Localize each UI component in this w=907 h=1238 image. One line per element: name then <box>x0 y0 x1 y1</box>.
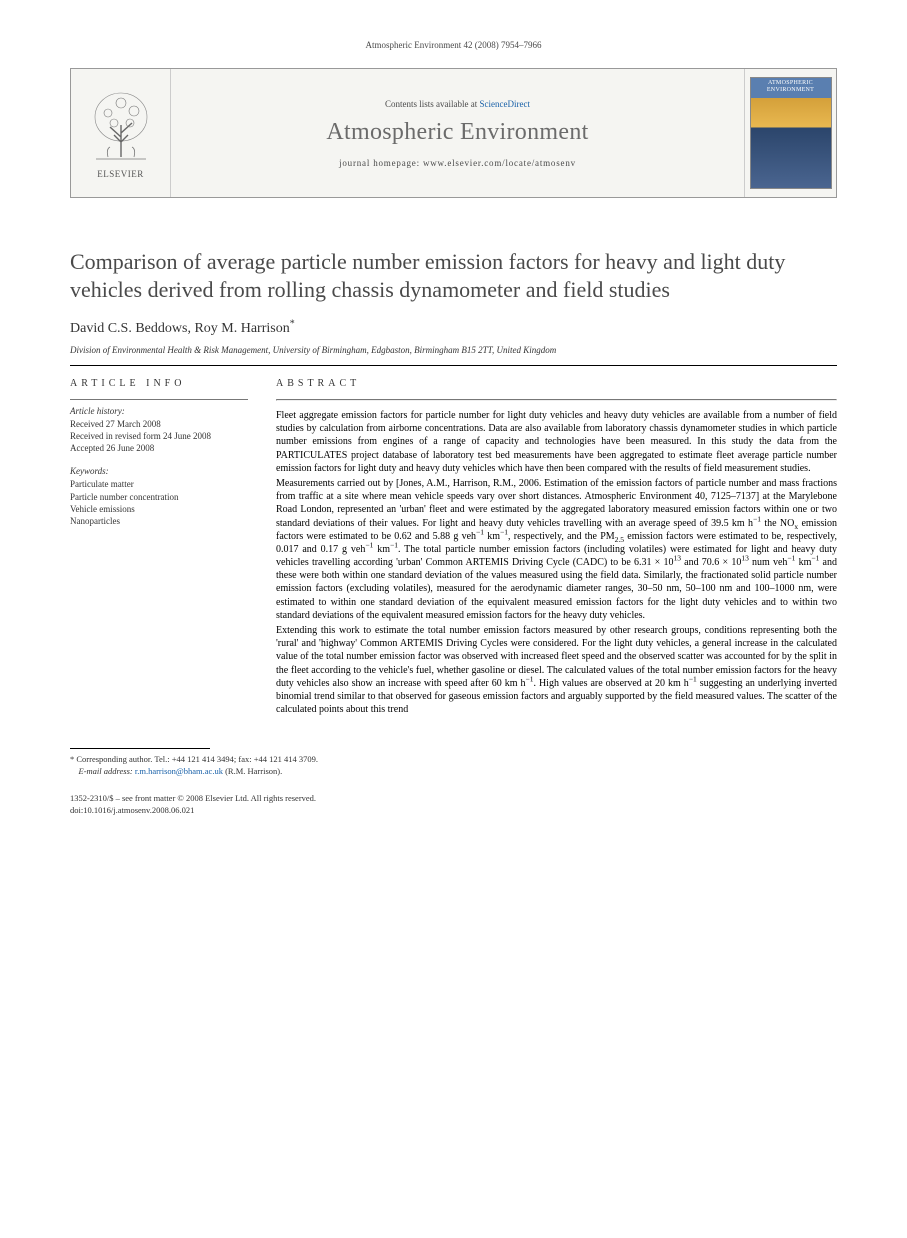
sub: 2.5 <box>615 535 624 544</box>
abstract-p3: Extending this work to estimate the tota… <box>276 624 837 716</box>
abstract-p1: Fleet aggregate emission factors for par… <box>276 409 837 475</box>
article-title: Comparison of average particle number em… <box>70 248 837 303</box>
sup: −1 <box>476 527 484 536</box>
t: the NO <box>761 518 794 529</box>
footnote-divider <box>70 748 210 749</box>
keywords-block: Keywords: Particulate matter Particle nu… <box>70 466 248 527</box>
author-names: David C.S. Beddows, Roy M. Harrison <box>70 321 290 336</box>
t: num veh <box>749 557 788 568</box>
history-revised: Received in revised form 24 June 2008 <box>70 430 248 442</box>
homepage-prefix: journal homepage: <box>339 158 423 168</box>
abstract-column: ABSTRACT Fleet aggregate emission factor… <box>276 378 837 718</box>
t: . High values are observed at 20 km h <box>533 678 688 689</box>
affiliation: Division of Environmental Health & Risk … <box>70 345 837 355</box>
email-label: E-mail address: <box>79 766 135 776</box>
cover-thumb-block: ATMOSPHERIC ENVIRONMENT <box>744 69 836 197</box>
sup: −1 <box>753 514 761 523</box>
history-received: Received 27 March 2008 <box>70 418 248 430</box>
sup: 13 <box>674 554 682 563</box>
publisher-name: ELSEVIER <box>97 169 144 179</box>
elsevier-tree-icon <box>86 87 156 167</box>
copyright-line: 1352-2310/$ – see front matter © 2008 El… <box>70 793 837 804</box>
t: and 70.6 × 10 <box>681 557 741 568</box>
cover-label: ATMOSPHERIC ENVIRONMENT <box>751 80 831 93</box>
abstract-text: Fleet aggregate emission factors for par… <box>276 409 837 716</box>
keyword: Particle number concentration <box>70 491 248 503</box>
abstract-head: ABSTRACT <box>276 378 837 389</box>
email-link[interactable]: r.m.harrison@bham.ac.uk <box>135 766 223 776</box>
divider <box>70 365 837 366</box>
article-info-column: ARTICLE INFO Article history: Received 2… <box>70 378 248 718</box>
contents-available: Contents lists available at ScienceDirec… <box>385 99 530 109</box>
history-accepted: Accepted 26 June 2008 <box>70 442 248 454</box>
sup: −1 <box>500 527 508 536</box>
thin-divider <box>70 399 248 400</box>
email-suffix: (R.M. Harrison). <box>223 766 282 776</box>
journal-cover-icon: ATMOSPHERIC ENVIRONMENT <box>750 77 832 189</box>
journal-homepage: journal homepage: www.elsevier.com/locat… <box>339 158 576 168</box>
keyword: Nanoparticles <box>70 515 248 527</box>
t: km <box>484 531 500 542</box>
t: km <box>795 557 811 568</box>
article-info-head: ARTICLE INFO <box>70 378 248 389</box>
abstract-p2: Measurements carried out by [Jones, A.M.… <box>276 477 837 622</box>
header-center: Contents lists available at ScienceDirec… <box>171 69 744 197</box>
keyword: Vehicle emissions <box>70 503 248 515</box>
cover-label-bottom: ENVIRONMENT <box>767 87 814 93</box>
sciencedirect-link[interactable]: ScienceDirect <box>480 99 530 109</box>
sup: −1 <box>390 541 398 550</box>
corr-marker: * <box>290 318 295 329</box>
doi-line: doi:10.1016/j.atmosenv.2008.06.021 <box>70 805 837 816</box>
running-head: Atmospheric Environment 42 (2008) 7954–7… <box>70 40 837 50</box>
sup: −1 <box>689 674 697 683</box>
history-label: Article history: <box>70 406 248 416</box>
authors: David C.S. Beddows, Roy M. Harrison* <box>70 321 837 337</box>
publisher-logo-block: ELSEVIER <box>71 69 171 197</box>
corr-email-line: E-mail address: r.m.harrison@bham.ac.uk … <box>70 766 837 777</box>
keywords-label: Keywords: <box>70 466 248 476</box>
thin-divider <box>276 399 837 401</box>
corr-line: * Corresponding author. Tel.: +44 121 41… <box>70 754 837 765</box>
t: , respectively, and the PM <box>508 531 615 542</box>
two-column-layout: ARTICLE INFO Article history: Received 2… <box>70 378 837 718</box>
copyright-block: 1352-2310/$ – see front matter © 2008 El… <box>70 793 837 816</box>
sup: 13 <box>741 554 749 563</box>
homepage-url: www.elsevier.com/locate/atmosenv <box>423 158 576 168</box>
corresponding-author: * Corresponding author. Tel.: +44 121 41… <box>70 754 837 777</box>
journal-title: Atmospheric Environment <box>326 119 588 146</box>
journal-header: ELSEVIER Contents lists available at Sci… <box>70 68 837 198</box>
t: km <box>373 544 390 555</box>
article-history: Article history: Received 27 March 2008 … <box>70 406 248 454</box>
keyword: Particulate matter <box>70 478 248 490</box>
contents-prefix: Contents lists available at <box>385 99 479 109</box>
cover-label-top: ATMOSPHERIC <box>768 80 813 86</box>
